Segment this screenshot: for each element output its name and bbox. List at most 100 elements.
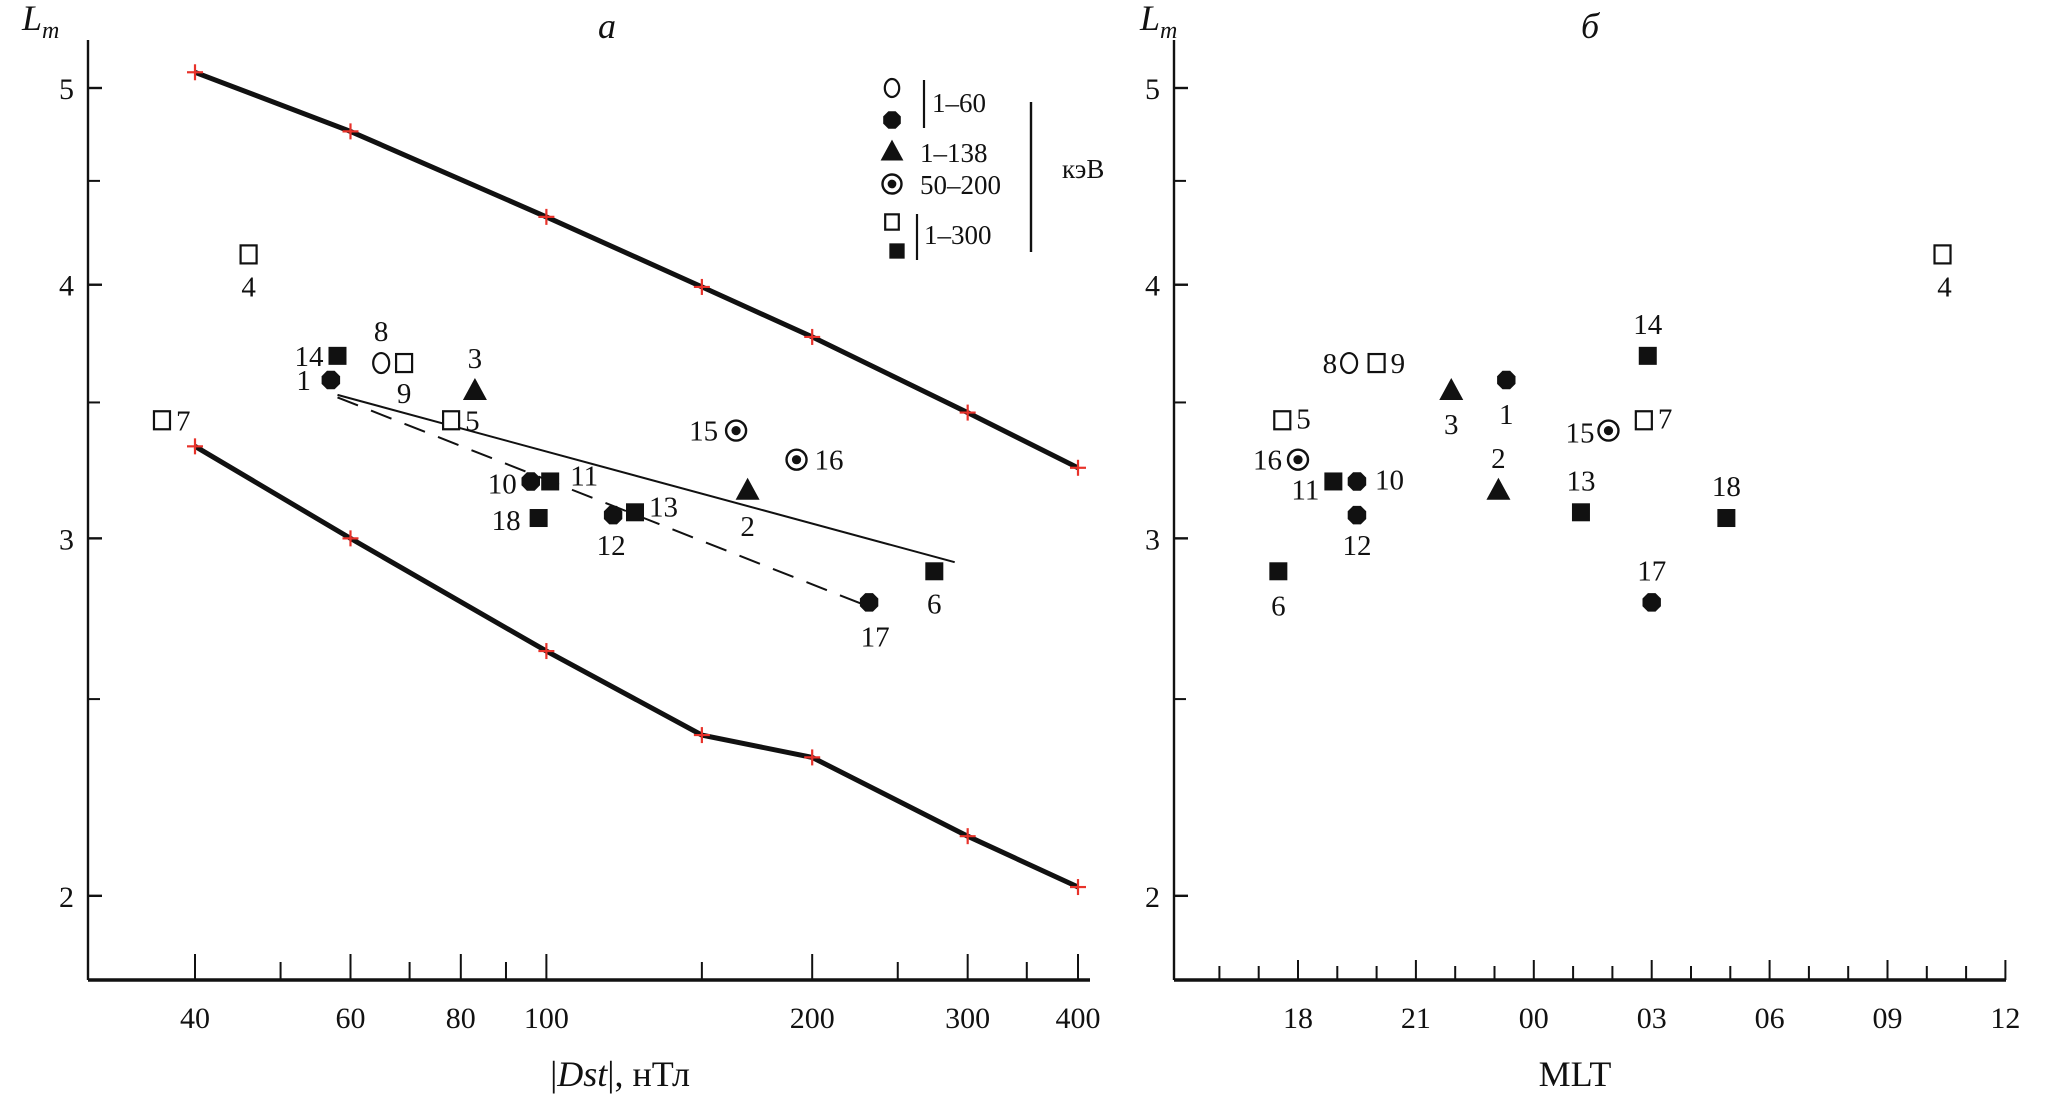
panel-b-y-axis-title: Lm [1139, 0, 1177, 44]
point-label: 11 [1291, 474, 1319, 506]
data-point: 9 [394, 352, 414, 410]
point-label: 6 [927, 588, 942, 620]
data-point: 13 [1566, 465, 1595, 522]
open-square-marker [152, 410, 172, 431]
data-point: 16 [1253, 445, 1310, 477]
circled-dot-center [887, 179, 897, 189]
data-point: 15 [689, 416, 748, 448]
triangle-marker [1439, 377, 1464, 400]
bound-plus-marker [804, 328, 821, 345]
point-label: 14 [1633, 309, 1663, 341]
point-label: 9 [1391, 348, 1406, 380]
point-label: 16 [1253, 445, 1282, 477]
filled-circle-marker [521, 472, 540, 491]
filled-circle-marker [859, 593, 879, 612]
filled-circle-marker [1642, 593, 1661, 612]
legend-unit: кэВ [1062, 154, 1104, 184]
legend-label: 1–138 [920, 138, 988, 168]
upper-bound-line [194, 69, 1080, 471]
open-circle-marker [1339, 351, 1359, 375]
data-point: 11 [1291, 472, 1343, 506]
point-label: 2 [1491, 443, 1506, 475]
filled-circle-marker [603, 505, 623, 525]
filled-circle-marker [1347, 472, 1367, 491]
circled-dot-center [791, 455, 802, 465]
point-label: 12 [597, 530, 626, 562]
data-point: 8 [1323, 348, 1359, 380]
filled-square-marker [529, 509, 548, 528]
bound-plus-marker [959, 828, 976, 845]
filled-square-marker [889, 243, 905, 259]
panel-b-title: б [1581, 6, 1601, 46]
panel-a-x-tick-label: 400 [1056, 1002, 1101, 1035]
triangle-marker [462, 377, 487, 400]
triangle-marker [1486, 477, 1511, 500]
triangle-marker [735, 477, 760, 500]
circled-dot-marker [881, 173, 903, 195]
point-label: 2 [740, 511, 755, 543]
panel-a-y-axis-title: Lm [21, 0, 59, 44]
data-point: 4 [1933, 244, 1952, 303]
data-point: 17 [1637, 555, 1666, 612]
data-point: 14 [1633, 309, 1663, 365]
filled-square-marker [626, 503, 645, 522]
open-square-marker [442, 410, 461, 431]
point-label: 17 [861, 621, 890, 653]
point-label: 1 [296, 365, 311, 397]
panel-b-x-tick-label: 18 [1283, 1002, 1313, 1035]
panel-b-x-axis-title: MLT [1539, 1054, 1612, 1094]
panel-a-x-tick-label: 80 [446, 1002, 476, 1035]
data-point: 3 [1439, 377, 1464, 441]
circled-dot-marker [1286, 448, 1310, 471]
point-label: 8 [374, 316, 389, 348]
point-label: 10 [1375, 464, 1404, 496]
data-point: 8 [372, 316, 391, 375]
circled-dot-center [731, 426, 741, 436]
point-label: 3 [1444, 409, 1459, 441]
point-label: 5 [465, 405, 480, 437]
point-label: 1 [1499, 399, 1514, 431]
open-square-marker [1634, 410, 1653, 431]
bound-plus-marker [342, 123, 359, 140]
legend-label: 1–60 [932, 88, 986, 118]
open-square-marker [1933, 244, 1952, 265]
data-point: 5 [1273, 403, 1311, 435]
data-point: 9 [1367, 348, 1406, 380]
panel-b-y-axis-title-subscript: m [1160, 18, 1177, 44]
panel-a-x-axis-title: |Dst|, нТл [550, 1054, 690, 1094]
point-label: 7 [1658, 403, 1673, 435]
point-label: 16 [815, 445, 844, 477]
panel-a-title: a [598, 6, 616, 46]
filled-square-marker [1717, 509, 1736, 528]
bound-plus-marker [693, 727, 710, 744]
panel-b-x-tick-label: 06 [1755, 1002, 1785, 1035]
data-point: 2 [1486, 443, 1511, 500]
point-label: 14 [294, 341, 324, 373]
point-label: 4 [241, 271, 256, 303]
point-label: 4 [1937, 271, 1952, 303]
panel-a-y-tick-label: 4 [59, 270, 74, 303]
filled-square-marker [1638, 346, 1657, 365]
data-point: 3 [462, 343, 487, 400]
data-point: 18 [492, 505, 548, 537]
filled-circle-marker [1497, 370, 1516, 390]
circled-dot-center [1293, 455, 1303, 465]
data-point: 10 [488, 468, 540, 500]
data-point: 14 [294, 341, 347, 373]
panel-a-lines [187, 64, 1086, 896]
panel-b-y-tick-label: 3 [1145, 523, 1160, 556]
panel-a-x-tick-label: 200 [790, 1002, 835, 1035]
bound-plus-marker [187, 438, 203, 455]
open-square-marker [239, 244, 258, 265]
point-label: 10 [488, 468, 517, 500]
bound-plus-marker [187, 64, 203, 81]
panel-a-x-tick-label: 40 [180, 1002, 210, 1035]
circled-dot-marker [724, 419, 748, 442]
legend-label: 1–300 [924, 220, 992, 250]
filled-circle-marker [883, 111, 901, 129]
panel-b-x-tick-label: 21 [1401, 1002, 1431, 1035]
bound-plus-marker [538, 208, 555, 225]
